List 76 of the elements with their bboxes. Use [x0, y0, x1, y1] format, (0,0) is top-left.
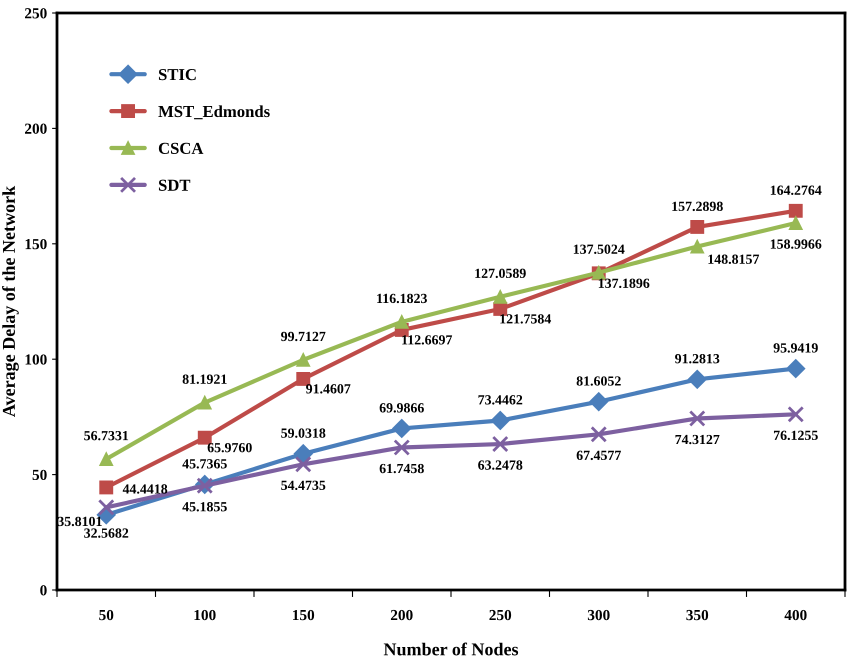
data-label: 137.5024 [574, 244, 625, 254]
y-tick-label: 250 [25, 8, 47, 18]
data-label: 91.2813 [675, 354, 720, 364]
x-tick-label: 200 [390, 610, 413, 620]
point [98, 499, 115, 516]
data-label: 137.1896 [598, 278, 650, 288]
data-label: 45.1855 [182, 502, 227, 512]
data-label: 32.5682 [84, 528, 128, 538]
point [690, 220, 704, 234]
point [786, 359, 806, 378]
point [690, 240, 704, 254]
x-tick-label: 100 [194, 610, 216, 620]
data-label: 99.7127 [281, 332, 326, 342]
point [490, 410, 510, 430]
data-label: 67.4577 [576, 450, 621, 460]
x-tick-label: 250 [489, 610, 512, 620]
data-label: 112.6697 [402, 335, 452, 345]
data-label: 116.1823 [377, 294, 427, 304]
data-label: 157.2898 [672, 202, 723, 212]
legend-label: CSCA [158, 142, 204, 154]
data-label: 65.9760 [208, 442, 252, 452]
data-label: 81.6052 [576, 376, 621, 386]
data-label: 164.2764 [770, 186, 822, 195]
point [99, 480, 114, 494]
data-label: 148.8157 [708, 254, 760, 264]
data-label: 54.4735 [281, 480, 326, 490]
legend-label: SDT [158, 180, 190, 191]
data-label: 44.4418 [122, 484, 168, 494]
data-label: 69.9866 [380, 403, 424, 413]
data-label: 76.1255 [774, 430, 818, 440]
y-tick-label: 150 [26, 238, 47, 250]
data-label: 45.7365 [182, 459, 227, 469]
data-label: 73.4462 [478, 395, 522, 405]
data-label: 91.4607 [306, 384, 350, 394]
legend-label: STIC [158, 69, 196, 80]
data-label: 158.9966 [770, 239, 822, 249]
point [296, 352, 310, 367]
data-label: 61.7458 [380, 464, 424, 474]
point [99, 452, 114, 466]
y-tick-label: 0 [40, 585, 47, 596]
point [296, 372, 310, 386]
point [492, 436, 509, 452]
point [294, 444, 313, 464]
y-tick-label: 50 [32, 470, 47, 480]
x-tick-label: 350 [686, 610, 708, 620]
data-label: 56.7331 [84, 430, 128, 440]
data-label: 127.0589 [475, 268, 526, 278]
y-tick-label: 100 [26, 354, 47, 365]
point [788, 204, 803, 218]
data-label: 74.3127 [675, 434, 720, 444]
x-tick-label: 150 [293, 610, 314, 620]
point [589, 392, 608, 412]
point [788, 216, 803, 230]
point [787, 406, 804, 423]
data-label: 63.2478 [478, 460, 522, 470]
point [394, 314, 409, 329]
data-label: 121.7584 [500, 314, 552, 324]
point [688, 410, 706, 427]
point [493, 290, 508, 304]
y-tick-label: 200 [25, 124, 47, 134]
x-tick-label: 300 [588, 610, 610, 620]
data-label: 59.0318 [281, 428, 326, 438]
point [198, 430, 212, 445]
point [688, 370, 707, 389]
legend-label: MST_Edmonds [158, 105, 270, 120]
point [198, 396, 212, 410]
data-label: 95.9419 [774, 343, 818, 353]
point [393, 439, 410, 456]
x-axis-title: Number of Nodes [384, 642, 518, 656]
x-tick-label: 400 [784, 610, 807, 620]
point [294, 456, 312, 473]
x-tick-label: 50 [99, 610, 114, 620]
point [392, 418, 412, 438]
data-label: 81.1921 [182, 374, 227, 384]
point [590, 426, 608, 443]
y-axis-title: Average Delay of the Network [2, 186, 19, 417]
